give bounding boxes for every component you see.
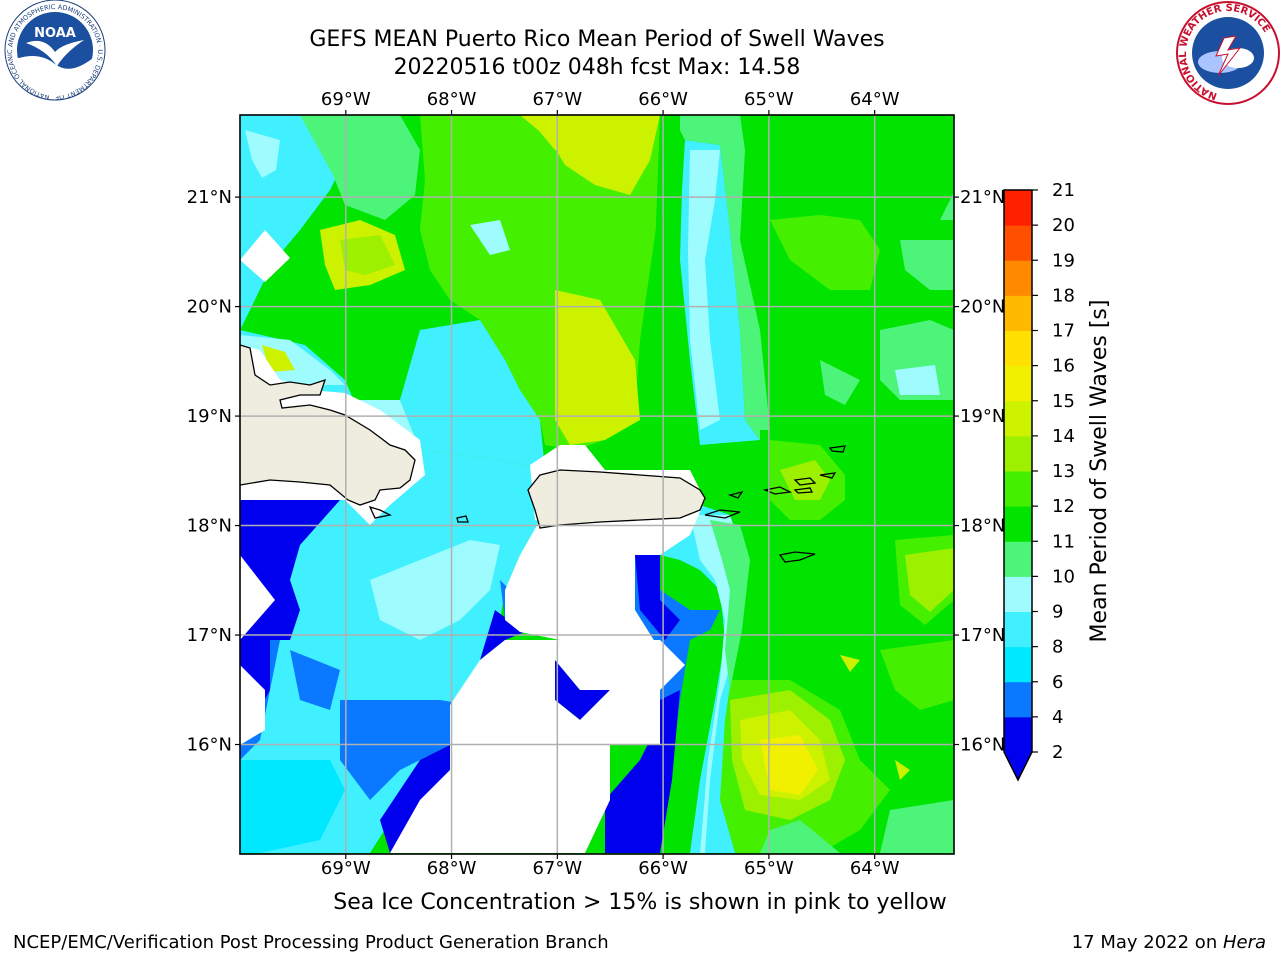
colorbar-segment <box>1004 541 1032 577</box>
nws-logo-icon: NATIONAL WEATHER SERVICE <box>1176 1 1280 105</box>
colorbar-tick-label: 21 <box>1052 180 1075 201</box>
swell-period-field <box>240 115 954 853</box>
colorbar-tick-label: 2 <box>1052 742 1063 763</box>
colorbar-segment <box>1004 716 1032 753</box>
colorbar-segment <box>1004 435 1032 472</box>
noaa-logo-text: NOAA <box>34 26 76 41</box>
lon-label-bottom: 66°W <box>638 858 688 879</box>
colorbar-extend-arrow <box>1004 752 1032 780</box>
map-ticks: 69°W 69°W 68°W 68°W 67°W 67°W 66°W 66°W 65°W 65°W… <box>187 89 1006 879</box>
colorbar-tick-label: 4 <box>1052 707 1063 728</box>
lat-label-right: 18°N <box>960 516 1005 537</box>
colorbar-segment <box>1004 260 1032 296</box>
lon-label-top: 64°W <box>850 89 900 110</box>
colorbar-segment <box>1004 611 1032 648</box>
lon-label-top: 67°W <box>532 89 582 110</box>
footer-host: Hera <box>1222 932 1266 953</box>
colorbar-tick-label: 6 <box>1052 672 1063 693</box>
lon-label-bottom: 64°W <box>850 858 900 879</box>
colorbar-segment <box>1004 681 1032 718</box>
colorbar-segment <box>1004 330 1032 367</box>
colorbar-segment <box>1004 506 1032 542</box>
colorbar-segment <box>1004 365 1032 402</box>
colorbar-segment <box>1004 295 1032 331</box>
colorbar-tick-label: 11 <box>1052 531 1075 552</box>
colorbar-tick-label: 8 <box>1052 637 1063 658</box>
colorbar-tick-label: 9 <box>1052 602 1063 623</box>
colorbar-tick-label: 14 <box>1052 426 1075 447</box>
lat-label-right: 19°N <box>960 406 1005 427</box>
colorbar-label: Mean Period of Swell Waves [s] <box>1087 300 1112 643</box>
map-subtitle: 20220516 t00z 048h fcst Max: 14.58 <box>393 55 801 80</box>
colorbar-tick-label: 19 <box>1052 250 1075 271</box>
lat-label-left: 18°N <box>187 516 232 537</box>
colorbar-segment <box>1004 576 1032 612</box>
lon-label-bottom: 67°W <box>532 858 582 879</box>
map-title: GEFS MEAN Puerto Rico Mean Period of Swe… <box>309 27 885 52</box>
colorbar-segment <box>1004 471 1032 507</box>
sea-ice-note: Sea Ice Concentration > 15% is shown in … <box>333 890 947 915</box>
lat-label-left: 20°N <box>187 297 232 318</box>
colorbar-outline <box>1003 189 1033 782</box>
lon-label-bottom: 68°W <box>427 858 477 879</box>
footer-date: 17 May 2022 on Hera <box>1072 932 1266 953</box>
lon-label-top: 65°W <box>744 89 794 110</box>
colorbar-tick-label: 10 <box>1052 566 1075 587</box>
colorbar-segment <box>1004 190 1032 226</box>
lon-label-top: 69°W <box>321 89 371 110</box>
graticule <box>240 115 954 854</box>
lat-label-right: 16°N <box>960 735 1005 756</box>
footer-date-text: 17 May 2022 on <box>1071 932 1223 953</box>
lon-label-top: 68°W <box>427 89 477 110</box>
coastlines <box>240 344 846 563</box>
colorbar-tick-label: 13 <box>1052 461 1075 482</box>
map-frame <box>239 114 955 855</box>
lat-label-left: 21°N <box>187 187 232 208</box>
lon-label-bottom: 65°W <box>744 858 794 879</box>
lon-label-bottom: 69°W <box>321 858 371 879</box>
lat-label-right: 21°N <box>960 187 1005 208</box>
lat-label-right: 17°N <box>960 625 1005 646</box>
colorbar-tick-label: 12 <box>1052 496 1075 517</box>
colorbar-segment <box>1004 400 1032 437</box>
colorbar-tick-label: 17 <box>1052 321 1075 342</box>
lat-label-left: 16°N <box>187 735 232 756</box>
noaa-logo-icon: NATIONAL OCEANIC AND ATMOSPHERIC ADMINIS… <box>0 0 106 101</box>
colorbar-tick-label: 15 <box>1052 391 1075 412</box>
lon-label-top: 66°W <box>638 89 688 110</box>
colorbar-tick-label: 16 <box>1052 356 1075 377</box>
map-area <box>240 115 954 854</box>
colorbar: 2 4 6 8 9 10 11 12 13 14 15 16 17 18 19 20 21 <box>1003 180 1075 782</box>
lat-label-right: 20°N <box>960 297 1005 318</box>
colorbar-segment <box>1004 646 1032 683</box>
colorbar-segment <box>1004 225 1032 261</box>
lat-label-left: 19°N <box>187 406 232 427</box>
lat-label-left: 17°N <box>187 625 232 646</box>
colorbar-tick-label: 20 <box>1052 215 1075 236</box>
footer-credit: NCEP/EMC/Verification Post Processing Pr… <box>13 932 609 953</box>
colorbar-tick-label: 18 <box>1052 285 1075 306</box>
